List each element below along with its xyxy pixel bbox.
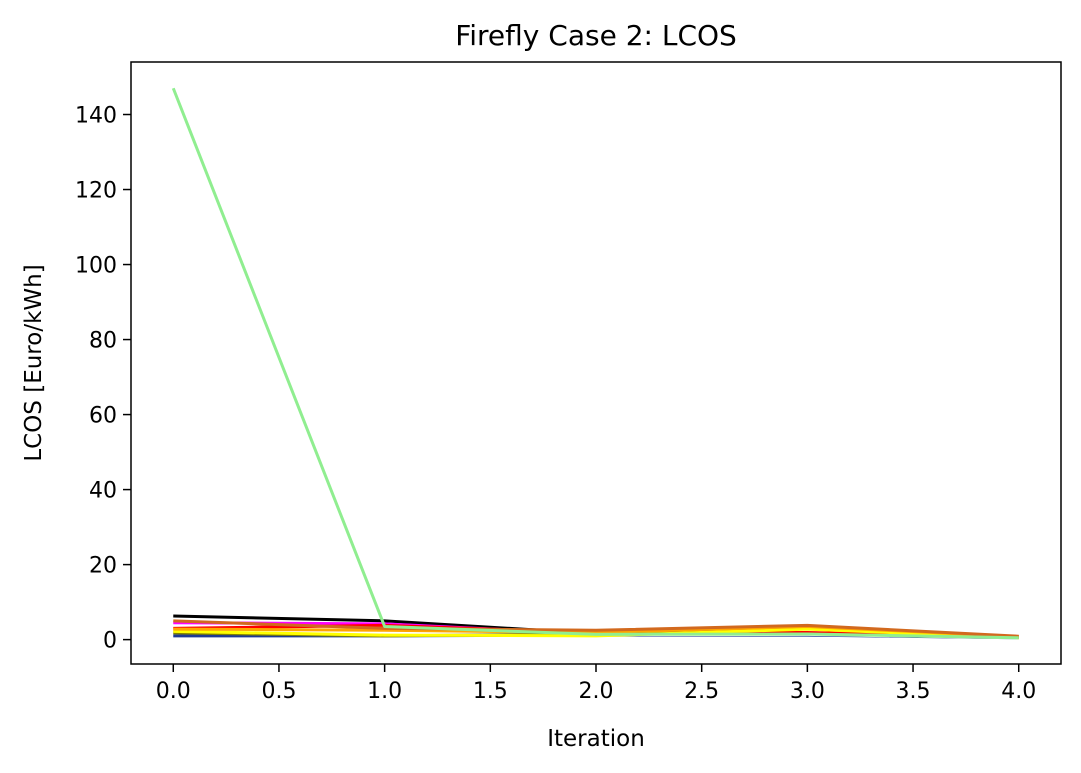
y-tick-label: 20 — [89, 554, 117, 579]
x-axis-label: Iteration — [547, 726, 645, 752]
series-line-9 — [173, 619, 1019, 638]
x-axis: 0.0 0.5 1.0 1.5 2.0 2.5 3.0 3.5 4.0 — [156, 664, 1036, 704]
y-tick-label: 60 — [89, 404, 117, 429]
x-tick-label: 1.0 — [367, 679, 402, 704]
x-tick-label: 2.5 — [684, 679, 719, 704]
x-tick-label: 2.0 — [579, 679, 614, 704]
series-layer — [171, 87, 1019, 640]
series-line-10 — [171, 87, 1019, 640]
x-tick-label: 4.0 — [1001, 679, 1036, 704]
y-tick-label: 140 — [75, 104, 117, 129]
x-tick-label: 0.0 — [156, 679, 191, 704]
x-tick-label: 0.5 — [261, 679, 296, 704]
y-tick-label: 100 — [75, 254, 117, 279]
y-tick-label: 40 — [89, 479, 117, 504]
y-tick-label: 0 — [103, 629, 117, 654]
x-tick-label: 1.5 — [473, 679, 508, 704]
y-axis: 0 20 40 60 80 100 120 140 — [75, 104, 131, 654]
x-tick-label: 3.0 — [790, 679, 825, 704]
y-tick-label: 120 — [75, 179, 117, 204]
series-line-7 — [173, 627, 1019, 640]
x-tick-label: 3.5 — [896, 679, 931, 704]
y-axis-label: LCOS [Euro/kWh] — [21, 264, 47, 461]
chart-title: Firefly Case 2: LCOS — [455, 19, 737, 52]
y-tick-label: 80 — [89, 329, 117, 354]
